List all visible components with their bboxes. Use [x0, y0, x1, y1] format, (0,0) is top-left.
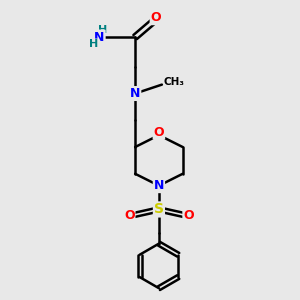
Text: H: H [98, 25, 107, 34]
Text: N: N [154, 179, 164, 192]
Text: O: O [124, 209, 134, 222]
Text: N: N [94, 31, 105, 44]
Text: CH₃: CH₃ [164, 77, 184, 87]
Text: N: N [130, 87, 140, 100]
Text: O: O [154, 126, 164, 139]
Text: O: O [151, 11, 161, 24]
Text: S: S [154, 202, 164, 216]
Text: H: H [89, 40, 98, 50]
Text: O: O [183, 209, 194, 222]
